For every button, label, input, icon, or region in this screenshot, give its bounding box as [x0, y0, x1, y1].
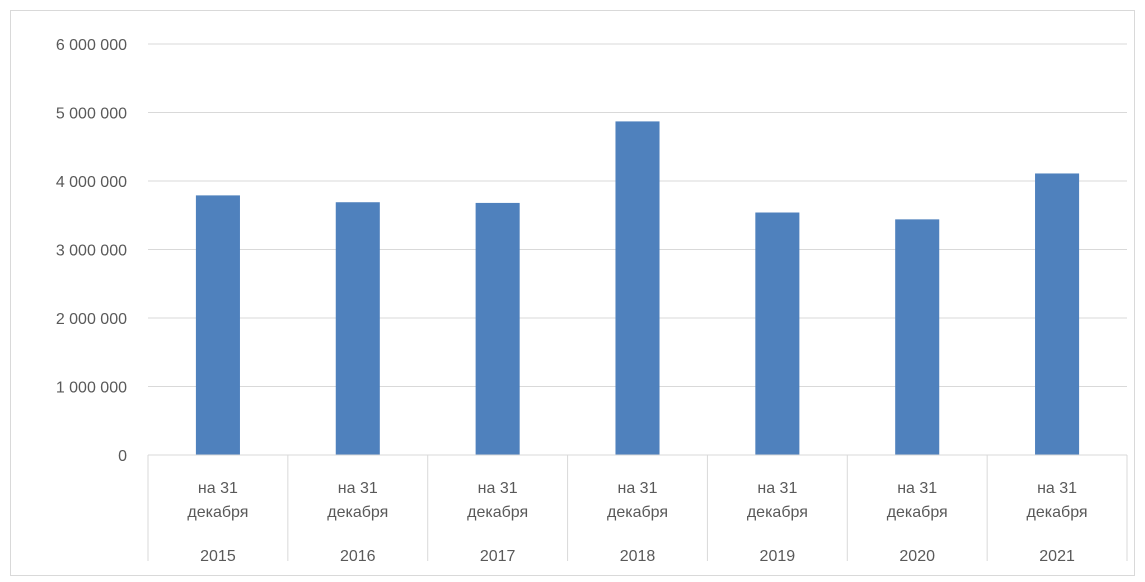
bar — [755, 212, 800, 455]
bar — [195, 195, 240, 455]
x-tick-label-line1: на 31 — [1037, 480, 1077, 497]
x-tick-label-year: 2020 — [899, 548, 935, 565]
x-tick-label-year: 2021 — [1039, 548, 1075, 565]
x-tick-label-year: 2019 — [760, 548, 796, 565]
y-tick-label: 5 000 000 — [56, 106, 127, 123]
y-tick-label: 0 — [118, 448, 127, 465]
bar — [475, 202, 520, 455]
x-tick-label-line2: декабря — [327, 504, 388, 521]
x-tick-label-line1: на 31 — [478, 480, 518, 497]
bar — [615, 121, 660, 455]
bar — [895, 219, 940, 455]
y-tick-label: 2 000 000 — [56, 311, 127, 328]
x-tick-label-line2: декабря — [467, 504, 528, 521]
x-tick-label-year: 2016 — [340, 548, 376, 565]
y-tick-label: 4 000 000 — [56, 174, 127, 191]
x-tick-label-year: 2018 — [620, 548, 656, 565]
y-tick-label: 1 000 000 — [56, 380, 127, 397]
y-axis-tick-labels: 0 1 000 000 2 000 000 3 000 000 4 000 000 5 0… — [56, 37, 127, 465]
x-tick-label-year: 2017 — [480, 548, 516, 565]
x-tick-label-line2: декабря — [747, 504, 808, 521]
x-tick-label-line1: на 31 — [757, 480, 797, 497]
x-tick-label-line1: на 31 — [198, 480, 238, 497]
x-tick-label-year: 2015 — [200, 548, 236, 565]
chart-frame: 0 1 000 000 2 000 000 3 000 000 4 000 000 5 0… — [10, 10, 1135, 576]
y-tick-label: 6 000 000 — [56, 37, 127, 54]
x-tick-label-line2: декабря — [187, 504, 248, 521]
bar-chart: 0 1 000 000 2 000 000 3 000 000 4 000 000 5 0… — [56, 37, 1128, 565]
bar — [1035, 173, 1080, 455]
x-tick-label-line1: на 31 — [338, 480, 378, 497]
bars — [195, 121, 1080, 455]
y-tick-label: 3 000 000 — [56, 243, 127, 260]
x-tick-label-line2: декабря — [607, 504, 668, 521]
x-axis: на 31 декабря 2015 на 31 декабря 2016 на 31 дек… — [147, 454, 1128, 565]
bar — [335, 202, 380, 455]
x-tick-label-line2: декабря — [1027, 504, 1088, 521]
x-tick-label-line2: декабря — [887, 504, 948, 521]
x-tick-label-line1: на 31 — [618, 480, 658, 497]
x-tick-label-line1: на 31 — [897, 480, 937, 497]
